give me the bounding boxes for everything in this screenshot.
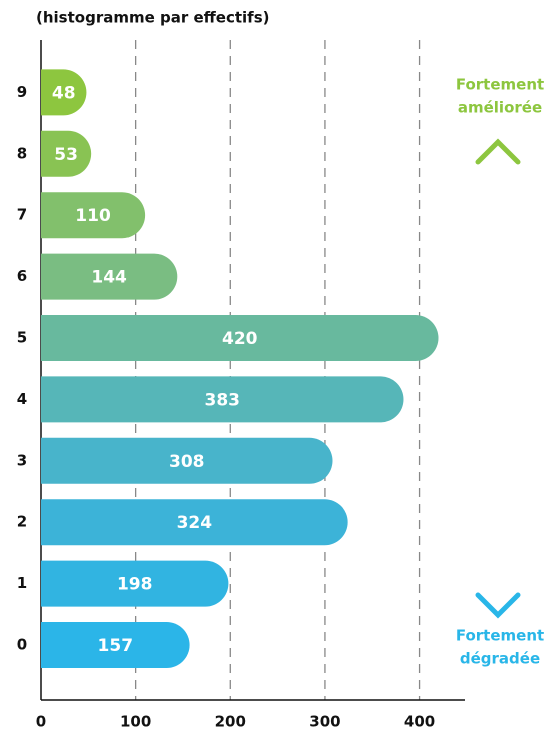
value-label: 144: [91, 268, 127, 288]
y-tick-label: 4: [17, 390, 27, 408]
x-tick-label: 400: [404, 713, 435, 731]
x-tick-label: 200: [215, 713, 246, 731]
annotation: dégradée: [460, 650, 540, 668]
double-arrow: [475, 138, 521, 619]
annotation: Fortement: [456, 76, 544, 94]
y-tick-label: 0: [17, 636, 27, 654]
value-label: 383: [204, 390, 240, 410]
bar: [41, 376, 404, 423]
y-tick-label: 9: [17, 83, 27, 101]
bar: [41, 499, 348, 546]
x-tick-label: 300: [309, 713, 340, 731]
bar: [41, 622, 190, 668]
chart-title: (histogramme par effectifs): [36, 9, 269, 27]
annotation: améliorée: [458, 99, 542, 117]
y-tick-label: 7: [17, 206, 27, 224]
y-tick-label: 6: [17, 267, 27, 285]
y-tick-label: 5: [17, 329, 27, 347]
bar: [41, 253, 178, 300]
y-tick-label: 8: [17, 144, 27, 162]
bar: [41, 315, 439, 361]
value-label: 53: [54, 145, 78, 165]
value-label: 48: [52, 83, 76, 103]
y-tick-label: 3: [17, 451, 27, 469]
annotation: Fortement: [456, 627, 544, 645]
bar: [41, 560, 229, 607]
value-label: 420: [222, 329, 258, 349]
x-tick-label: 0: [36, 713, 46, 731]
bar: [41, 437, 333, 484]
value-label: 110: [75, 206, 111, 226]
bar: [41, 130, 92, 177]
y-tick-label: 1: [17, 574, 27, 592]
value-label: 157: [98, 636, 134, 656]
x-tick-label: 100: [120, 713, 151, 731]
value-label: 324: [177, 513, 213, 533]
value-label: 198: [117, 575, 153, 595]
value-label: 308: [169, 452, 205, 472]
y-tick-label: 2: [17, 513, 27, 531]
bar: [41, 69, 87, 116]
bar: [41, 192, 146, 239]
